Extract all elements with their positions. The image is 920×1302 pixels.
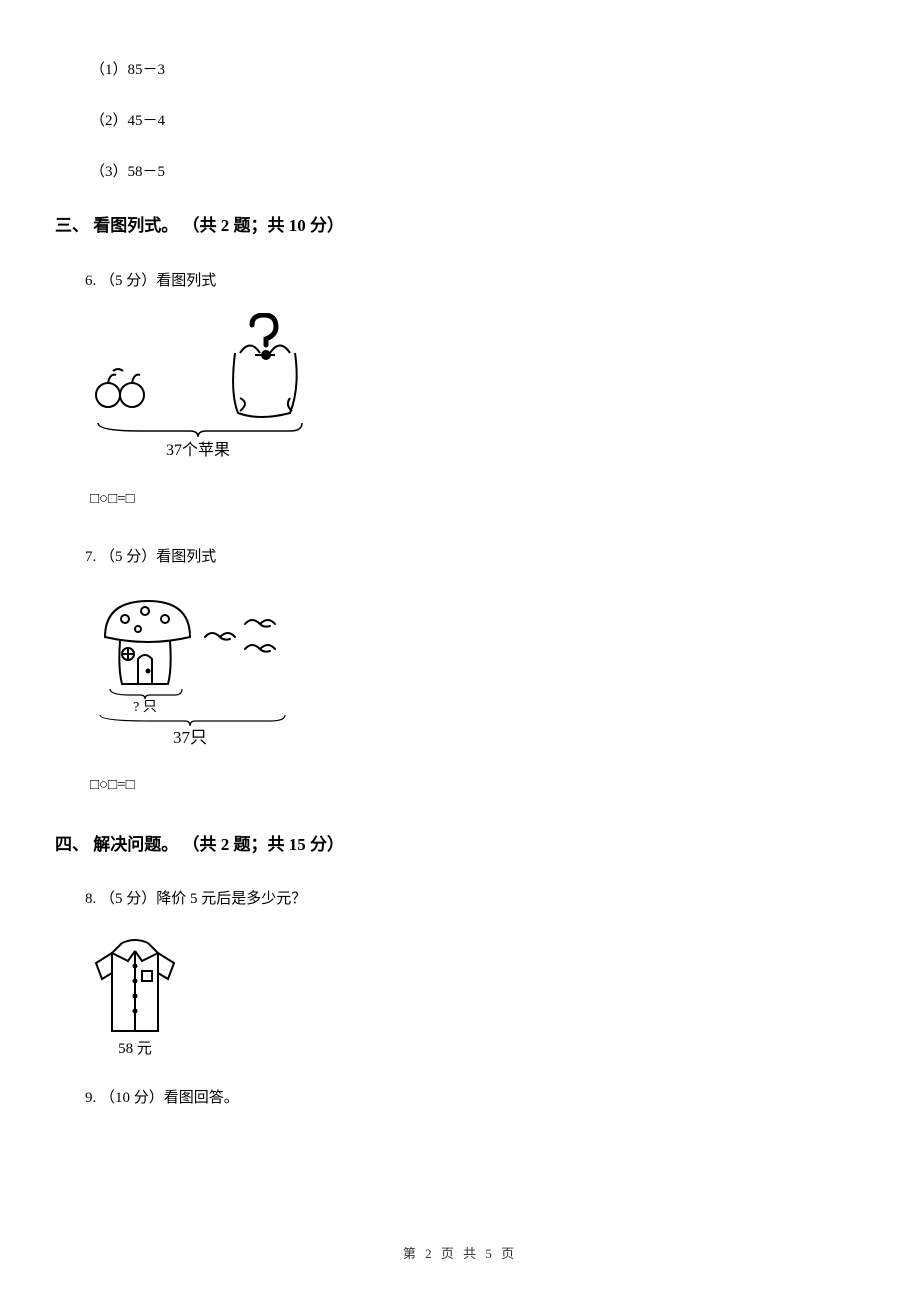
section-3-title: 三、 看图列式。 （共 2 题；共 10 分）	[55, 213, 865, 239]
figure-q6-apples: 37个苹果	[90, 313, 865, 463]
sub-item-3: （3）58－5	[90, 162, 865, 183]
question-6: 6. （5 分）看图列式	[85, 269, 865, 293]
figure-q7-birds: ? 只 37只	[90, 589, 865, 749]
sub-item-1: （1）85－3	[90, 60, 865, 81]
section-4-title: 四、 解决问题。 （共 2 题；共 15 分）	[55, 832, 865, 858]
figure-q8-caption: 58 元	[118, 1041, 152, 1057]
question-9: 9. （10 分）看图回答。	[85, 1086, 865, 1110]
equation-q6: □○□=□	[90, 488, 865, 511]
question-8: 8. （5 分）降价 5 元后是多少元？	[85, 887, 865, 911]
question-7: 7. （5 分）看图列式	[85, 545, 865, 569]
equation-q7: □○□=□	[90, 774, 865, 797]
page-footer: 第 2 页 共 5 页	[0, 1243, 920, 1262]
figure-q6-caption: 37个苹果	[166, 441, 230, 459]
figure-q8-shirt: 58 元	[90, 931, 865, 1061]
figure-q7-inner-caption: ? 只	[133, 700, 157, 715]
sub-item-2: （2）45－4	[90, 111, 865, 132]
figure-q7-caption: 37只	[173, 728, 207, 747]
